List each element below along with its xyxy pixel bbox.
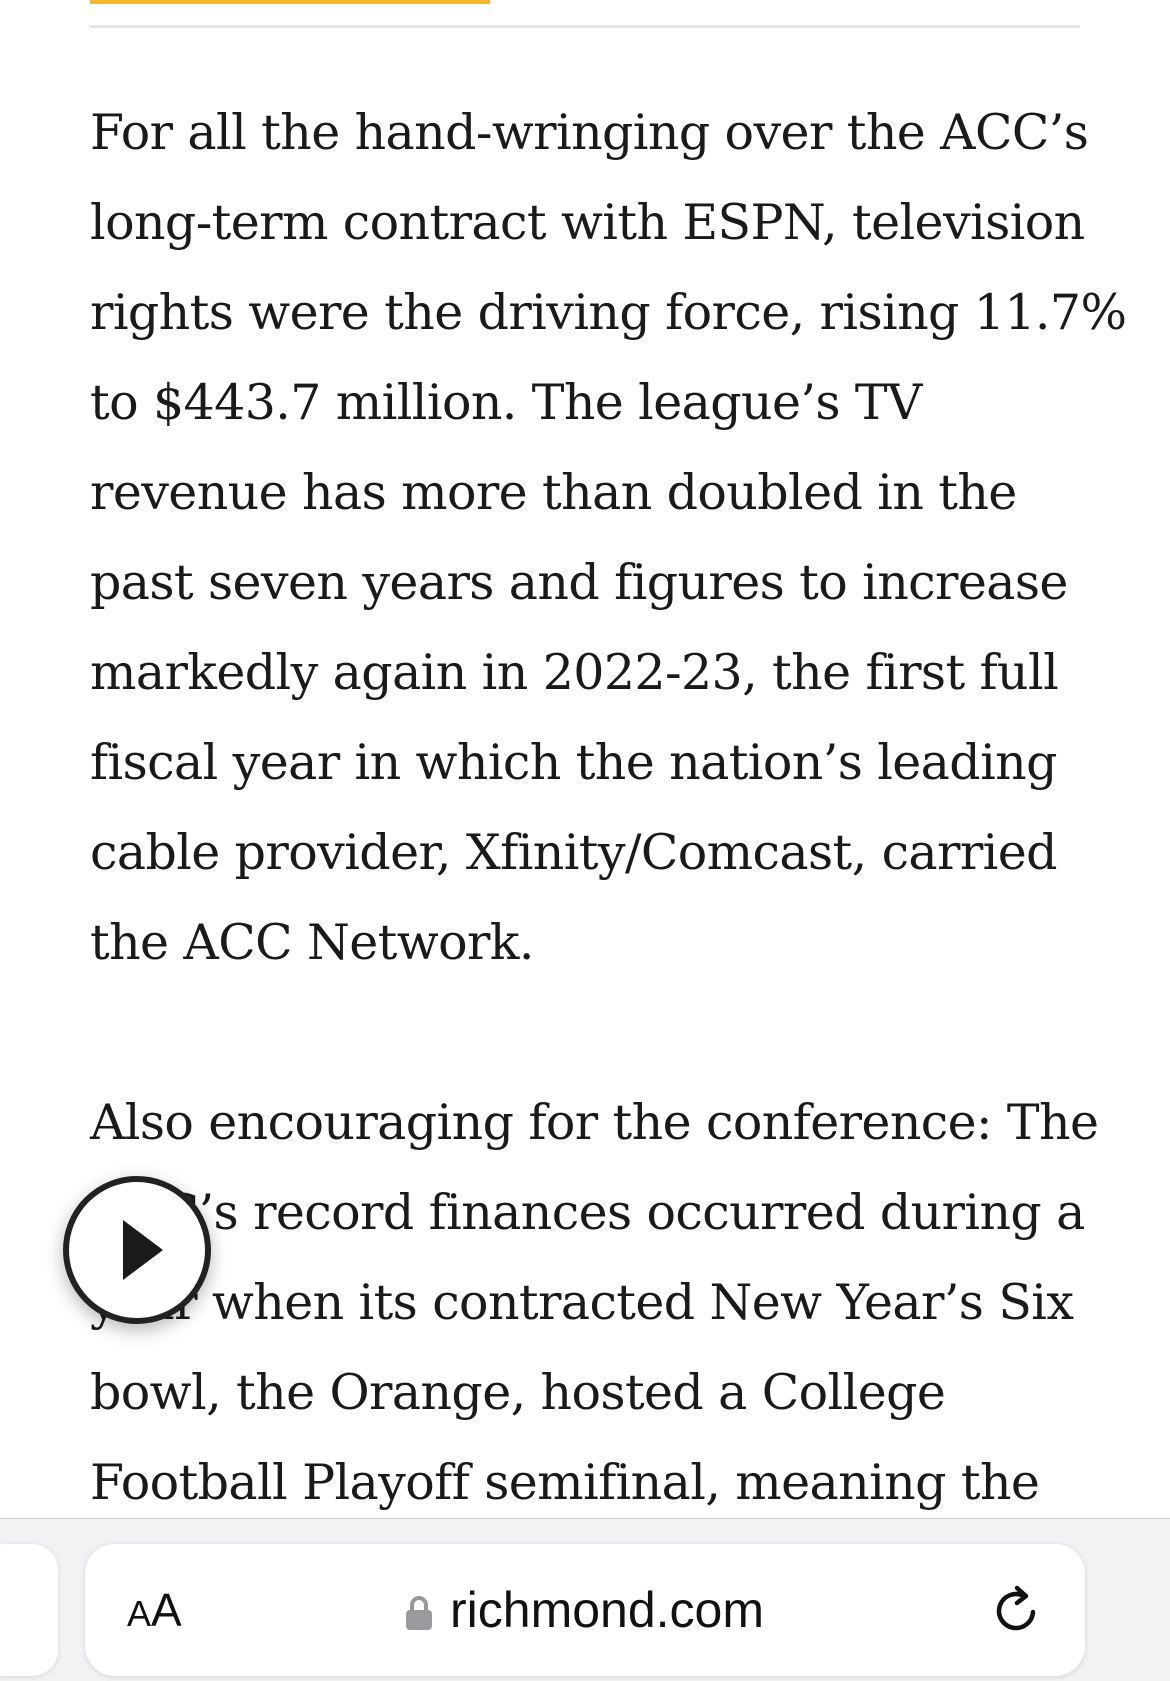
reload-icon[interactable]: [989, 1582, 1045, 1638]
paragraph-line: Also encouraging for the conference: The: [90, 1094, 1099, 1151]
article-divider: [90, 25, 1080, 28]
paragraph-line: revenue has more than doubled in the: [90, 464, 1017, 521]
text-size-button[interactable]: AA: [127, 1580, 182, 1640]
paragraph-line: markedly again in 2022-23, the first ful…: [90, 644, 1059, 701]
paragraph-line: cable provider, Xfinity/Comcast, carried: [90, 824, 1058, 881]
audio-play-button[interactable]: [63, 1176, 211, 1324]
paragraph-line: the ACC Network.: [90, 914, 534, 971]
paragraph-2: Also encouraging for the conference: The…: [90, 1078, 1099, 1528]
url-display[interactable]: richmond.com: [85, 1578, 1085, 1642]
article-body: For all the hand-wringing over the ACC’s…: [90, 88, 1127, 1528]
paragraph-line: rights were the driving force, rising 11…: [90, 284, 1127, 341]
play-icon: [123, 1220, 163, 1280]
lock-icon: [406, 1596, 432, 1630]
url-text: richmond.com: [450, 1582, 764, 1638]
paragraph-line: year when its contracted New Year’s Six: [90, 1274, 1074, 1331]
text-size-label-large: A: [151, 1584, 182, 1636]
paragraph-line: For all the hand-wringing over the ACC’s: [90, 104, 1089, 161]
paragraph-line: to $443.7 million. The league’s TV: [90, 374, 922, 431]
text-size-label-small: A: [127, 1593, 152, 1634]
paragraph-line: past seven years and figures to increase: [90, 554, 1068, 611]
paragraph-line: long-term contract with ESPN, television: [90, 194, 1085, 251]
paragraph-line: ACC’s record finances occurred during a: [90, 1184, 1085, 1241]
paragraph-line: bowl, the Orange, hosted a College: [90, 1364, 946, 1421]
article-divider-accent: [90, 0, 490, 4]
paragraph-line: fiscal year in which the nation’s leadin…: [90, 734, 1057, 791]
paragraph-line: Football Playoff semifinal, meaning the: [90, 1454, 1040, 1511]
address-bar[interactable]: AA richmond.com: [85, 1544, 1085, 1676]
browser-toolbar: AA richmond.com: [0, 1518, 1170, 1681]
previous-tab-peek[interactable]: [0, 1544, 58, 1676]
paragraph-1: For all the hand-wringing over the ACC’s…: [90, 88, 1127, 988]
